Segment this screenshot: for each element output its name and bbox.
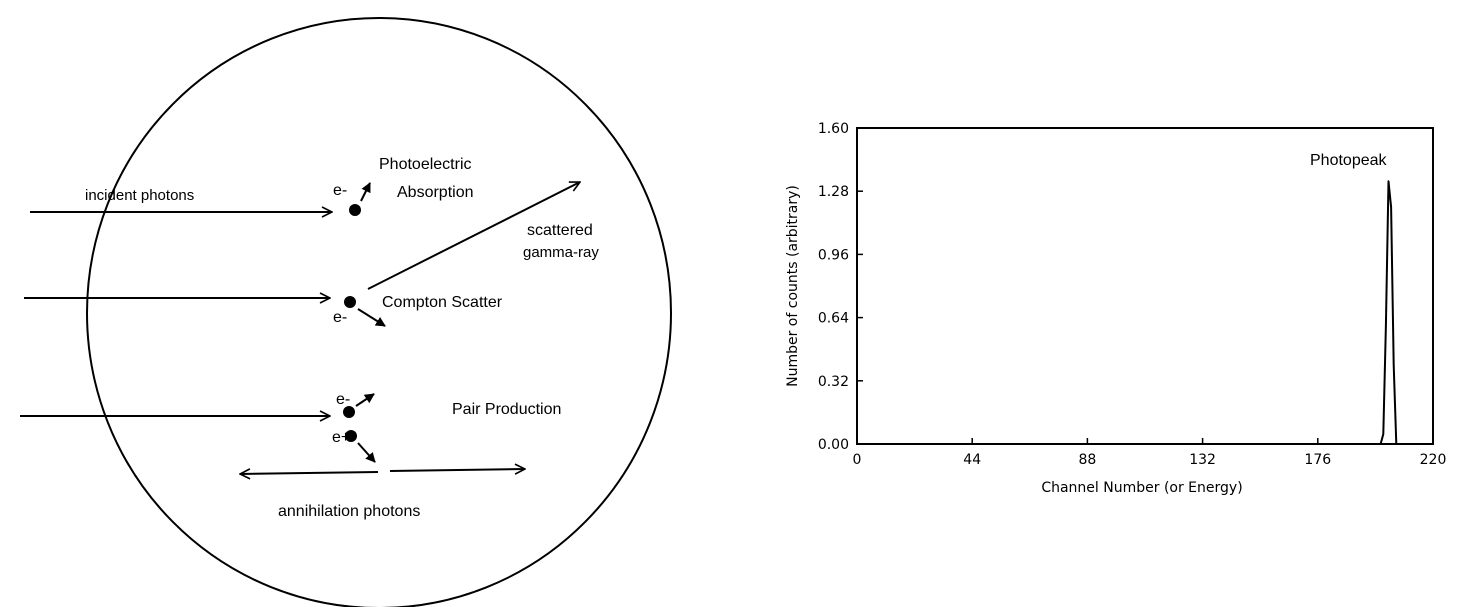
pair-positron-arrow <box>357 442 376 463</box>
photoelectric-label-line2: Absorption <box>397 184 474 201</box>
spectrum-series-line <box>857 180 1433 445</box>
spectrum-chart: 0.000.320.640.961.281.60 0 44 88 132 176 220 … <box>785 121 1446 496</box>
detector-circle <box>86 17 672 607</box>
x-tick-label: 44 <box>963 452 981 468</box>
x-tick-label: 220 <box>1420 452 1447 468</box>
compton-electron-label: e- <box>333 309 347 326</box>
x-tick-label: 0 <box>853 452 862 468</box>
chart-series-layer <box>857 180 1433 445</box>
x-tick-label: 176 <box>1304 452 1331 468</box>
y-tick-label: 0.64 <box>818 311 849 327</box>
y-tick-label: 0.32 <box>818 374 849 390</box>
pair-electron-dot <box>343 406 355 418</box>
y-tick-label: 1.60 <box>818 121 849 137</box>
photoelectric-label-line1: Photoelectric <box>379 156 472 173</box>
y-tick-label: 1.28 <box>818 184 849 200</box>
x-axis-title: Channel Number (or Energy) <box>1041 480 1242 496</box>
pair-production-label: Pair Production <box>452 401 561 418</box>
x-tick-label: 132 <box>1189 452 1216 468</box>
photoelectron-arrow <box>360 182 371 202</box>
x-axis-ticks: 0 44 88 132 176 220 <box>853 438 1447 468</box>
photoelectric-electron-label: e- <box>333 182 347 199</box>
compton-scatter-label: Compton Scatter <box>382 294 503 311</box>
interaction-diagram: incident photons e- Photoelectric Absorp… <box>20 17 672 607</box>
incident-photons-label: incident photons <box>85 187 194 204</box>
compton-electron-arrow <box>357 308 386 327</box>
photoelectric-atom <box>349 204 361 216</box>
x-tick-label: 88 <box>1078 452 1096 468</box>
pair-electron-label: e- <box>336 391 350 408</box>
scattered-label-line2: gamma-ray <box>523 244 599 261</box>
y-axis-title: Number of counts (arbitrary) <box>785 185 801 387</box>
scattered-gamma-arrow <box>367 181 580 290</box>
photopeak-annotation: Photopeak <box>1310 152 1388 169</box>
pair-positron-label: e+ <box>332 429 350 446</box>
annihilation-photon-right-arrow <box>389 469 525 471</box>
pair-positron-dot <box>345 430 357 442</box>
y-tick-label: 0.00 <box>818 437 849 453</box>
chart-plot-frame <box>856 127 1434 445</box>
scattered-label-line1: scattered <box>527 222 593 239</box>
y-axis-ticks: 0.00 0.32 0.64 0.96 1.28 1.60 <box>818 121 863 453</box>
annihilation-photons-label: annihilation photons <box>278 503 420 520</box>
y-tick-label: 0.96 <box>818 247 849 263</box>
compton-atom <box>344 296 356 308</box>
annihilation-photon-left-arrow <box>240 472 379 474</box>
pair-electron-arrow <box>355 393 375 407</box>
